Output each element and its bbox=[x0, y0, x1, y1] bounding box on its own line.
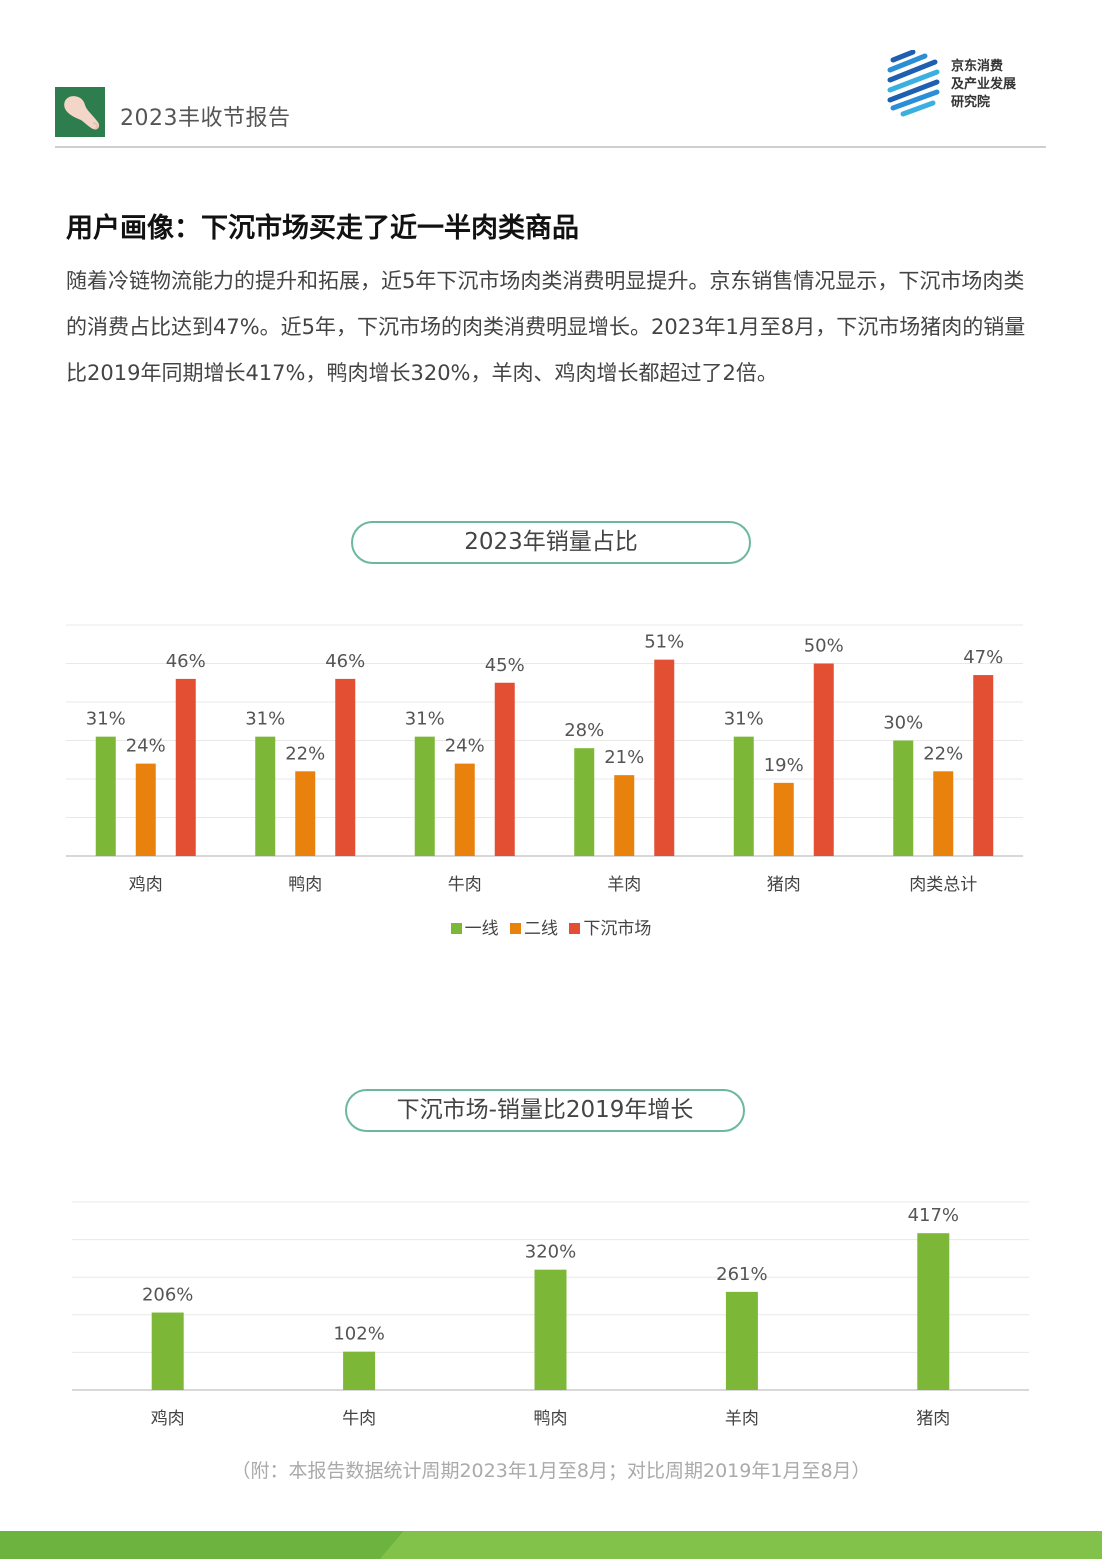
bottom-decor-stripe bbox=[380, 1531, 1102, 1559]
bar bbox=[95, 736, 116, 856]
bar bbox=[335, 678, 356, 856]
bar bbox=[574, 748, 595, 856]
category-label: 鸭肉 bbox=[534, 1409, 568, 1429]
data-label: 46% bbox=[166, 651, 206, 672]
data-label: 30% bbox=[883, 713, 923, 734]
data-label: 102% bbox=[333, 1324, 384, 1345]
category-label: 猪肉 bbox=[916, 1409, 950, 1429]
data-label: 31% bbox=[405, 709, 445, 730]
category-label: 猪肉 bbox=[767, 875, 801, 895]
data-label: 19% bbox=[764, 755, 804, 776]
data-label: 51% bbox=[644, 632, 684, 653]
logo-line-3: 研究院 bbox=[951, 95, 991, 110]
legend-label-tier1: 一线 bbox=[464, 919, 499, 939]
data-label: 320% bbox=[525, 1242, 576, 1263]
data-label: 22% bbox=[923, 743, 963, 764]
bottom-decor-band bbox=[0, 1531, 1102, 1559]
category-label: 牛肉 bbox=[342, 1409, 376, 1429]
legend-item-tier2: 二线 bbox=[510, 914, 558, 939]
data-label: 24% bbox=[126, 736, 166, 757]
bar bbox=[733, 736, 754, 856]
bar bbox=[494, 682, 515, 856]
bar bbox=[343, 1351, 376, 1390]
logo-line-1: 京东消费 bbox=[951, 59, 1004, 74]
legend-item-tier1: 一线 bbox=[450, 914, 499, 939]
data-label: 22% bbox=[285, 743, 325, 764]
bar bbox=[151, 1312, 184, 1390]
institute-logo: 京东消费 及产业发展 研究院 bbox=[885, 49, 1050, 120]
data-label: 31% bbox=[724, 709, 764, 730]
legend-label-tier2: 二线 bbox=[524, 919, 558, 939]
bar bbox=[725, 1291, 758, 1390]
data-label: 417% bbox=[908, 1205, 959, 1226]
category-label: 鸡肉 bbox=[151, 1409, 185, 1429]
bar bbox=[175, 678, 196, 856]
data-label: 206% bbox=[142, 1285, 193, 1306]
bar bbox=[917, 1233, 950, 1390]
category-label: 肉类总计 bbox=[909, 875, 977, 895]
data-label: 21% bbox=[604, 747, 644, 768]
bar bbox=[454, 763, 475, 856]
bar bbox=[654, 659, 675, 856]
bar bbox=[773, 782, 794, 856]
category-label: 牛肉 bbox=[448, 875, 482, 895]
growth-bar-chart: 206% 鸡肉 102% 牛肉 320% 鸭肉 261% 羊肉 417% 猪肉 bbox=[72, 1201, 1029, 1429]
category-label: 鸡肉 bbox=[129, 875, 163, 895]
bar bbox=[255, 736, 276, 856]
category-label: 鸭肉 bbox=[288, 875, 322, 895]
chart2-title: 下沉市场-销量比2019年增长 bbox=[345, 1089, 745, 1132]
data-label: 46% bbox=[325, 651, 365, 672]
category-label: 羊肉 bbox=[725, 1409, 759, 1429]
legend-label-lower-tier: 下沉市场 bbox=[583, 919, 652, 939]
legend-swatch-lower-tier bbox=[569, 923, 581, 934]
section-heading: 用户画像：下沉市场买走了近一半肉类商品 bbox=[66, 213, 579, 244]
bar bbox=[614, 775, 635, 856]
data-label: 50% bbox=[804, 636, 844, 657]
intro-paragraph: 随着冷链物流能力的提升和拓展，近5年下沉市场肉类消费明显提升。京东销售情况显示，… bbox=[66, 269, 1026, 385]
logo-text: 京东消费 及产业发展 研究院 bbox=[951, 58, 1016, 112]
header-divider bbox=[55, 146, 1046, 148]
data-label: 47% bbox=[963, 647, 1003, 668]
data-label: 28% bbox=[564, 720, 604, 741]
category-label: 羊肉 bbox=[607, 875, 641, 895]
footnote: （附：本报告数据统计周期2023年1月至8月；对比周期2019年1月至8月） bbox=[231, 1460, 871, 1482]
bar bbox=[534, 1269, 567, 1390]
legend-swatch-tier2 bbox=[510, 923, 521, 934]
bar bbox=[933, 771, 954, 856]
bar bbox=[973, 675, 994, 856]
logo-line-2: 及产业发展 bbox=[951, 77, 1017, 92]
bar bbox=[414, 736, 435, 856]
data-label: 31% bbox=[245, 709, 285, 730]
chart1-legend: 一线 二线 下沉市场 bbox=[0, 914, 1102, 939]
bar bbox=[295, 771, 316, 856]
bar bbox=[893, 740, 914, 856]
bar bbox=[813, 663, 834, 856]
legend-swatch-tier1 bbox=[450, 923, 462, 934]
data-label: 24% bbox=[445, 736, 485, 757]
data-label: 261% bbox=[716, 1264, 767, 1285]
chicken-drumstick-icon bbox=[55, 87, 105, 137]
data-label: 31% bbox=[86, 709, 126, 730]
report-title: 2023丰收节报告 bbox=[120, 106, 291, 131]
data-label: 45% bbox=[485, 655, 525, 676]
bar bbox=[135, 763, 156, 856]
stripes-logo-icon bbox=[887, 49, 940, 117]
share-bar-chart: 31%24%46%鸡肉31%22%46%鸭肉31%24%45%牛肉28%21%5… bbox=[66, 624, 1023, 895]
chart1-title: 2023年销量占比 bbox=[351, 521, 751, 564]
legend-item-lower-tier: 下沉市场 bbox=[569, 914, 651, 939]
